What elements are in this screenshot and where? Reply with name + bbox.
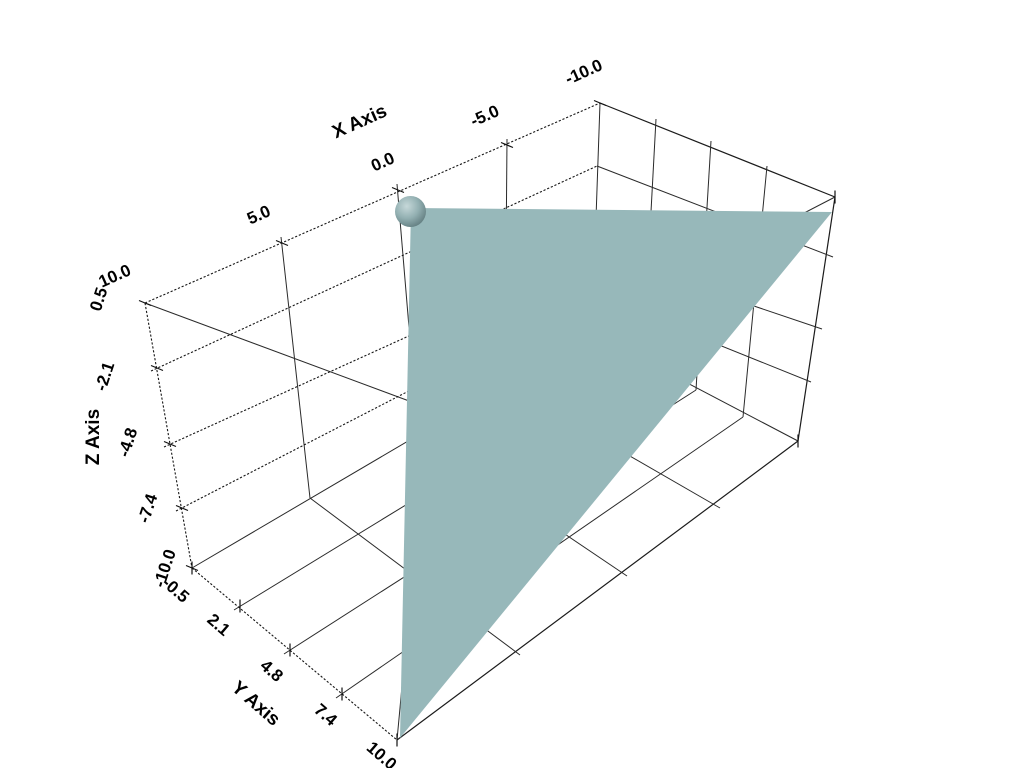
tick-mark: [150, 364, 164, 372]
z-tick-label: -4.8: [114, 425, 141, 459]
z-axis-title: Z Axis: [83, 409, 104, 465]
grid-line: [144, 102, 601, 304]
tick-mark: [391, 186, 405, 194]
grid-line: [191, 567, 398, 741]
y-axis-title: Y Axis: [227, 677, 284, 730]
z-tick-label: -2.1: [91, 359, 118, 393]
tick-mark: [593, 99, 607, 107]
tick-mark: [163, 440, 177, 448]
tick-mark: [138, 299, 152, 307]
tick-mark: [175, 504, 189, 512]
bounds-edge: [599, 102, 836, 198]
x-tick-label: -10.0: [562, 55, 605, 88]
y-tick-label: 4.8: [256, 656, 286, 686]
bounds-edge: [396, 440, 799, 741]
x-tick-label: -5.0: [468, 101, 502, 130]
grid-line: [144, 302, 193, 569]
x-tick-label: 10.0: [96, 261, 134, 292]
grid-line: [280, 236, 311, 499]
y-tick-label: 2.1: [203, 610, 233, 640]
triangle-mesh[interactable]: [400, 208, 832, 738]
sphere-mesh[interactable]: [395, 196, 426, 227]
y-tick-label: 10.0: [363, 738, 400, 768]
grid-line: [150, 165, 598, 372]
x-axis-title: X Axis: [329, 101, 390, 144]
x-tick-label: 0.0: [368, 148, 397, 175]
y-tick-label: 7.4: [310, 700, 341, 730]
tick-mark: [500, 141, 514, 149]
grid-line: [144, 302, 429, 409]
tick-mark: [275, 239, 289, 247]
x-tick-label: 5.0: [244, 201, 273, 228]
z-tick-label: -7.4: [134, 491, 161, 525]
bounds-edge: [797, 196, 836, 442]
tick-marks: [138, 99, 836, 747]
